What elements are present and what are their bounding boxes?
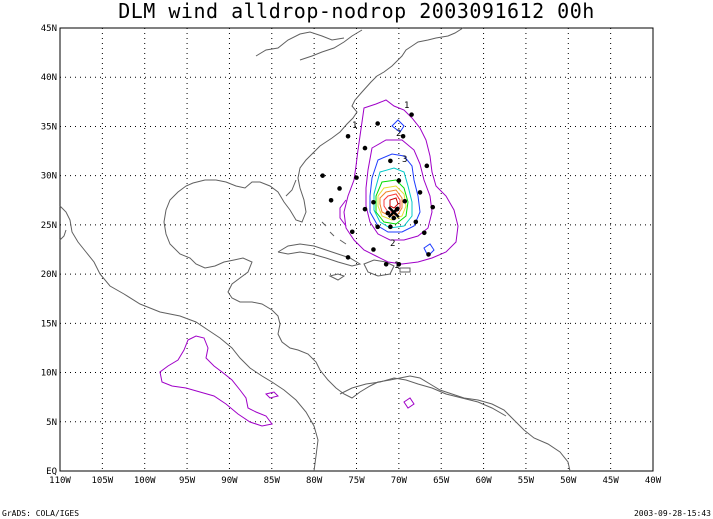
contour-8 [389, 197, 399, 209]
contour-label: 3 [402, 155, 407, 165]
dropsonde-point [375, 224, 380, 230]
lon-tick-label: 65W [433, 476, 450, 486]
jamaica [328, 273, 346, 281]
us-east-coast [163, 27, 571, 472]
gulf-st-lawrence [255, 31, 345, 57]
contour-small-south [403, 397, 415, 409]
lat-tick-label: 10N [41, 369, 57, 379]
dropsonde-point [328, 197, 334, 203]
lon-tick-label: 40W [645, 476, 662, 486]
baja [59, 229, 67, 241]
puerto-rico [399, 267, 411, 273]
lat-tick-label: 30N [41, 172, 57, 182]
lon-tick-label: 110W [49, 476, 71, 486]
lon-tick-label: 75W [348, 476, 365, 486]
mexico-west [59, 205, 319, 472]
dropsonde-point [417, 190, 423, 195]
contour-label: 2 [396, 129, 401, 139]
cuba [277, 243, 362, 267]
dropsonde-point [409, 112, 414, 117]
south-america-coast [339, 377, 507, 417]
contour-4 [375, 179, 409, 225]
lat-tick-label: 15N [41, 319, 57, 329]
footer-right: 2003-09-28-15:43 [633, 509, 711, 518]
lon-tick-label: 90W [221, 476, 238, 486]
dropsonde-point [430, 204, 436, 210]
contour-central-america [159, 335, 273, 427]
contour-7 [383, 193, 401, 213]
contour-1-west [339, 199, 347, 227]
lat-tick-label: 20N [41, 270, 57, 280]
contour-label: 1 [404, 101, 409, 111]
dropsonde-point [396, 178, 402, 183]
dropsonde-point [424, 163, 430, 169]
contour-3 [373, 167, 413, 229]
dropsonde-point [362, 145, 368, 151]
dropsonde-point [388, 158, 393, 164]
dropsonde-point [388, 224, 393, 230]
storm-center-marker [387, 206, 400, 218]
lat-tick-label: 45N [41, 24, 57, 34]
dropsonde-point [349, 229, 355, 235]
lat-tick-label: EQ [46, 467, 57, 477]
dropsonde-point [345, 255, 351, 260]
contour-value-labels: 1 1 2 3 2 1 [352, 101, 409, 271]
dropsonde-point [402, 198, 408, 204]
dropsonde-point [391, 215, 397, 221]
dropsonde-point [371, 199, 376, 205]
contour-1-outer [343, 99, 459, 265]
lon-tick-label: 50W [560, 476, 577, 486]
plot-frame [59, 27, 654, 472]
dropsonde-point [426, 252, 431, 257]
contour-2 [369, 153, 421, 233]
lat-tick-label: 25N [41, 221, 57, 231]
map-title: DLM wind alldrop-nodrop 2003091612 00h [118, 0, 595, 23]
dropsonde-point [396, 261, 402, 267]
hispaniola [363, 259, 395, 277]
dropsonde-point [362, 206, 368, 212]
dropsonde-point [383, 261, 389, 267]
contour-6 [379, 189, 403, 217]
lon-tick-label: 100W [134, 476, 156, 486]
lon-tick-label: 85W [264, 476, 281, 486]
grid-lines [60, 27, 653, 471]
dropsonde-point [345, 133, 351, 139]
dropsonde-markers [320, 112, 436, 267]
dropsonde-point [385, 210, 391, 216]
lat-tick-label: 35N [41, 122, 57, 132]
lon-tick-label: 105W [92, 476, 114, 486]
lon-tick-label: 60W [475, 476, 492, 486]
bahamas [321, 221, 347, 245]
contour-label: 1 [352, 121, 357, 131]
coastlines [59, 27, 571, 472]
latitude-labels: EQ 5N 10N 15N 20N 25N 30N 35N 40N 45N [41, 24, 57, 477]
dropsonde-point [400, 133, 406, 139]
contour-5 [377, 185, 407, 221]
contour-label: 2 [390, 239, 395, 249]
lon-tick-label: 55W [518, 476, 535, 486]
nova-scotia [299, 29, 363, 61]
dropsonde-point [337, 186, 342, 191]
dropsonde-point [371, 247, 376, 252]
contour-small-central [265, 391, 279, 399]
longitude-labels: 110W 105W 100W 95W 90W 85W 80W 75W 70W 65W 60W 55W 5… [49, 476, 662, 486]
lon-tick-label: 80W [306, 476, 323, 486]
lon-tick-label: 45W [603, 476, 620, 486]
contour-north-loop [391, 119, 405, 133]
lon-tick-label: 95W [179, 476, 196, 486]
lat-tick-label: 5N [46, 418, 57, 428]
dropsonde-point [413, 219, 419, 225]
contour-label: 1 [394, 261, 399, 271]
dropsonde-point [354, 175, 359, 180]
lat-tick-label: 40N [41, 73, 57, 83]
footer-left: GrADS: COLA/IGES [2, 509, 80, 518]
dropsonde-point [375, 121, 380, 126]
florida [285, 179, 297, 197]
lon-tick-label: 70W [391, 476, 408, 486]
dropsonde-point [320, 173, 325, 178]
storm-center-stroke [387, 206, 400, 218]
dropsonde-point [421, 230, 427, 236]
